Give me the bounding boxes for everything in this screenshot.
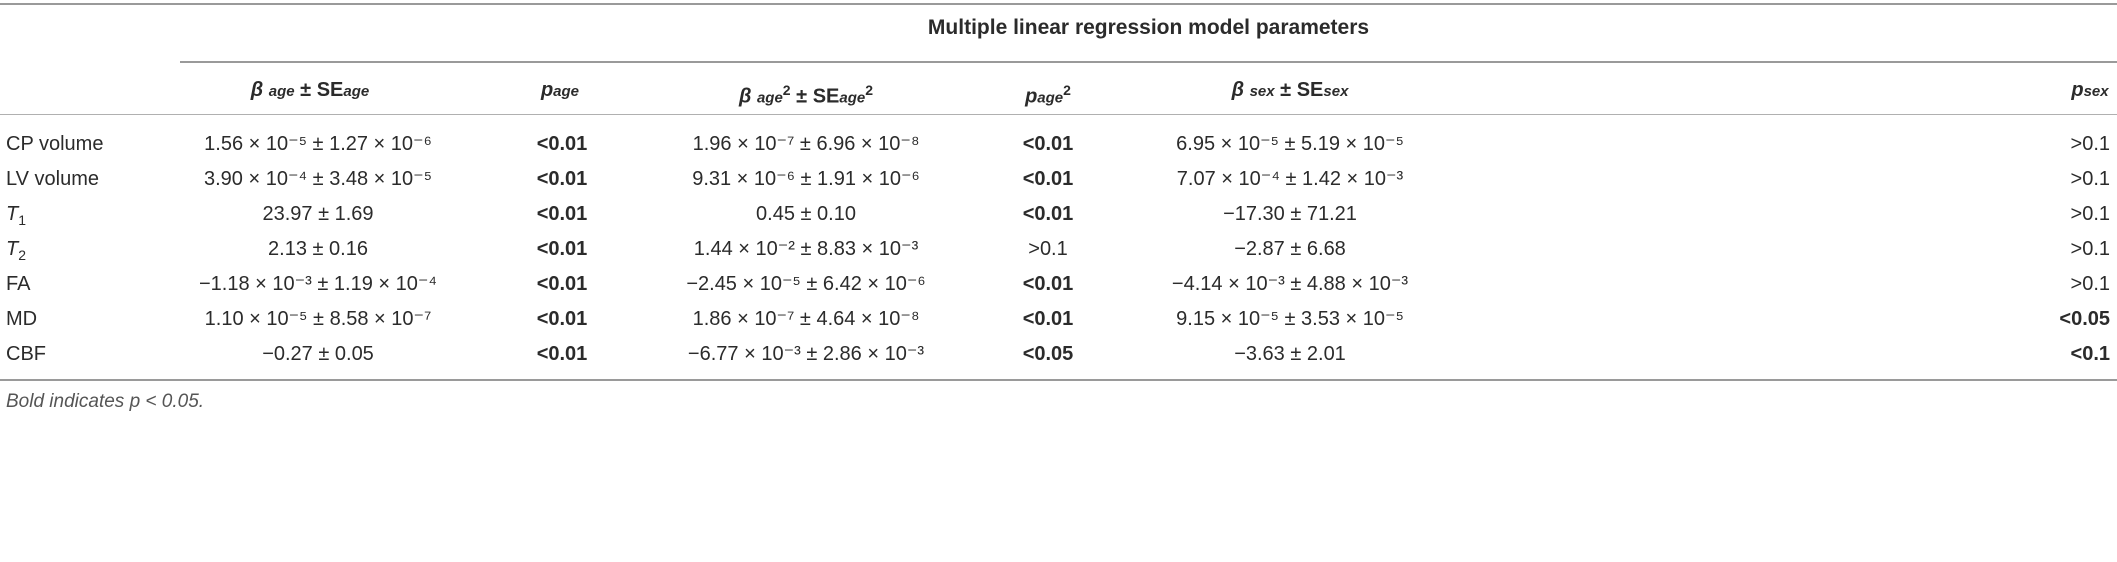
table-bottom-rule xyxy=(0,379,2117,381)
header-p-sex: psex xyxy=(2071,79,2109,101)
header-beta-age: β age ± SEage xyxy=(250,79,370,101)
row-label: MD xyxy=(6,308,38,330)
table-cell-b-age: 2.13 ± 0.16 xyxy=(268,238,368,260)
table-cell-p-age2: >0.1 xyxy=(1028,238,1068,260)
table-cell-b-sex: 7.07 × 10⁻⁴ ± 1.42 × 10⁻³ xyxy=(1176,168,1404,190)
table-cell-p-age: <0.01 xyxy=(536,203,588,225)
table-cell-b-age2: 0.45 ± 0.10 xyxy=(756,203,856,225)
header-p-age-squared: page2 xyxy=(1025,82,1071,108)
table-cell-p-age2: <0.01 xyxy=(1022,168,1074,190)
table-cell-p-sex: <0.1 xyxy=(2070,343,2110,365)
table-cell-b-sex: −17.30 ± 71.21 xyxy=(1223,203,1357,225)
table-cell-b-age2: 9.31 × 10⁻⁶ ± 1.91 × 10⁻⁶ xyxy=(692,168,920,190)
table-top-rule xyxy=(0,3,2117,5)
table-cell-b-age2: 1.96 × 10⁻⁷ ± 6.96 × 10⁻⁸ xyxy=(692,133,920,155)
spanning-header-rule xyxy=(180,61,2117,63)
table-cell-b-sex: 9.15 × 10⁻⁵ ± 3.53 × 10⁻⁵ xyxy=(1176,308,1404,330)
table-cell-p-age: <0.01 xyxy=(536,133,588,155)
table-cell-p-sex: >0.1 xyxy=(2070,133,2110,155)
header-p-age: page xyxy=(540,79,580,101)
table-cell-b-sex: −3.63 ± 2.01 xyxy=(1234,343,1346,365)
table-cell-p-age2: <0.01 xyxy=(1022,203,1074,225)
table-cell-b-age: 23.97 ± 1.69 xyxy=(262,203,374,225)
table-cell-b-sex: −4.14 × 10⁻³ ± 4.88 × 10⁻³ xyxy=(1171,273,1409,295)
table-cell-p-age: <0.01 xyxy=(536,238,588,260)
row-label: CBF xyxy=(6,343,46,365)
row-label: CP volume xyxy=(6,133,104,155)
table-cell-p-age: <0.01 xyxy=(536,308,588,330)
header-beta-age-squared: β age2 ± SEage2 xyxy=(738,82,874,108)
table-cell-p-age2: <0.05 xyxy=(1022,343,1074,365)
table-cell-b-age2: 1.86 × 10⁻⁷ ± 4.64 × 10⁻⁸ xyxy=(692,308,920,330)
table-cell-p-sex: >0.1 xyxy=(2070,273,2110,295)
table-cell-b-age: 1.56 × 10⁻⁵ ± 1.27 × 10⁻⁶ xyxy=(204,133,432,155)
table-cell-p-age: <0.01 xyxy=(536,168,588,190)
table-cell-p-sex: >0.1 xyxy=(2070,168,2110,190)
header-rule xyxy=(0,114,2117,115)
table-cell-p-sex: <0.05 xyxy=(2059,308,2110,330)
table-cell-p-sex: >0.1 xyxy=(2070,203,2110,225)
table-cell-b-age2: −6.77 × 10⁻³ ± 2.86 × 10⁻³ xyxy=(687,343,925,365)
row-label: T1 xyxy=(6,203,27,228)
header-beta-sex: β sex ± SEsex xyxy=(1231,79,1349,101)
table-cell-b-sex: −2.87 ± 6.68 xyxy=(1234,238,1346,260)
table-cell-p-sex: >0.1 xyxy=(2070,238,2110,260)
table-cell-b-age: 1.10 × 10⁻⁵ ± 8.58 × 10⁻⁷ xyxy=(204,308,432,330)
row-label: FA xyxy=(6,273,31,295)
table-cell-b-sex: 6.95 × 10⁻⁵ ± 5.19 × 10⁻⁵ xyxy=(1176,133,1404,155)
table-cell-b-age: 3.90 × 10⁻⁴ ± 3.48 × 10⁻⁵ xyxy=(203,168,433,190)
table-cell-p-age2: <0.01 xyxy=(1022,273,1074,295)
footnote: Bold indicates p < 0.05. xyxy=(6,391,205,412)
table-cell-b-age2: 1.44 × 10⁻² ± 8.83 × 10⁻³ xyxy=(693,238,919,260)
table-cell-b-age: −0.27 ± 0.05 xyxy=(262,343,374,365)
row-label: T2 xyxy=(6,238,27,263)
table-cell-p-age2: <0.01 xyxy=(1022,133,1074,155)
table-cell-p-age2: <0.01 xyxy=(1022,308,1074,330)
table-cell-p-age: <0.01 xyxy=(536,343,588,365)
row-label: LV volume xyxy=(6,168,100,190)
spanning-header: Multiple linear regression model paramet… xyxy=(927,16,1370,39)
table-cell-b-age: −1.18 × 10⁻³ ± 1.19 × 10⁻⁴ xyxy=(198,273,438,295)
table-cell-p-age: <0.01 xyxy=(536,273,588,295)
table-cell-b-age2: −2.45 × 10⁻⁵ ± 6.42 × 10⁻⁶ xyxy=(686,273,926,295)
